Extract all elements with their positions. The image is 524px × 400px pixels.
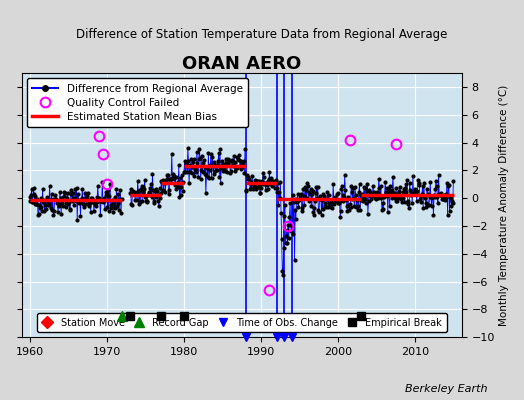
Text: Difference of Station Temperature Data from Regional Average: Difference of Station Temperature Data f… — [77, 28, 447, 41]
Legend: Station Move, Record Gap, Time of Obs. Change, Empirical Break: Station Move, Record Gap, Time of Obs. C… — [37, 313, 447, 332]
Text: Berkeley Earth: Berkeley Earth — [405, 384, 487, 394]
Title: ORAN AERO: ORAN AERO — [182, 55, 301, 73]
Y-axis label: Monthly Temperature Anomaly Difference (°C): Monthly Temperature Anomaly Difference (… — [499, 84, 509, 326]
